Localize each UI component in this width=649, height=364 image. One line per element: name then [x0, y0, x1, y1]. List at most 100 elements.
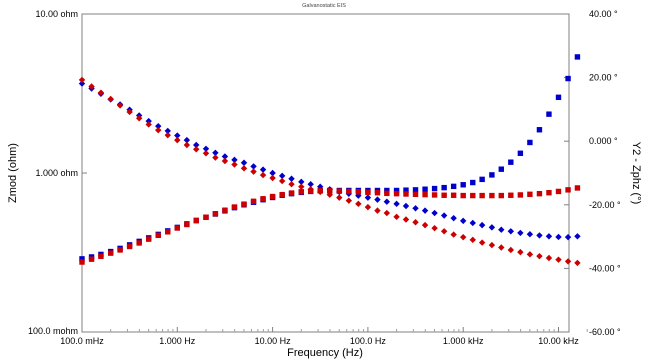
zmod-point: [336, 194, 343, 201]
phase-point: [222, 207, 228, 213]
zmod-point: [183, 136, 191, 144]
zmod-point: [78, 80, 86, 87]
zmod-point: [402, 216, 410, 223]
zmod-point: [307, 181, 314, 188]
zmod-point: [517, 229, 524, 237]
x-tick-label: 10.00 Hz: [255, 336, 292, 346]
phase-point: [431, 192, 438, 198]
phase-point: [450, 183, 457, 190]
zmod-point: [545, 254, 553, 262]
phase-point: [288, 190, 295, 196]
zmod-point: [383, 209, 391, 217]
phase-point: [460, 192, 466, 199]
zmod-point: [574, 259, 581, 267]
phase-point: [422, 191, 428, 198]
y-right-tick-label: 0.000 °: [589, 136, 618, 146]
phase-point: [250, 198, 257, 205]
phase-point: [517, 192, 524, 198]
zmod-point: [155, 126, 162, 134]
zmod-point: [526, 231, 534, 238]
zmod-point: [488, 224, 496, 231]
x-tick-label: 100.0 Hz: [350, 336, 387, 346]
zmod-point: [88, 83, 95, 90]
phase-point: [441, 192, 447, 198]
phase-point: [393, 187, 400, 194]
phase-point: [574, 54, 581, 60]
phase-point: [355, 189, 362, 195]
zmod-point: [450, 231, 457, 238]
x-tick-label: 1.000 kHz: [443, 336, 484, 346]
zmod-point: [355, 200, 362, 208]
phase-point: [565, 75, 571, 82]
zmod-point: [259, 171, 267, 179]
zmod-point: [450, 214, 457, 222]
phase-point: [450, 192, 457, 198]
zmod-point: [298, 178, 305, 186]
phase-point: [241, 201, 247, 207]
zmod-point: [440, 228, 448, 235]
zmod-point: [345, 197, 353, 204]
phase-point: [384, 190, 390, 197]
zmod-point: [364, 194, 372, 201]
zmod-point: [174, 136, 181, 144]
zmod-point: [421, 207, 429, 214]
y-left-tick-label: 100.0 mohm: [28, 326, 78, 336]
y-left-tick-label: 1.000 ohm: [35, 168, 78, 178]
zmod-point: [298, 183, 305, 190]
zmod-point: [517, 248, 524, 256]
phase-point: [393, 190, 400, 197]
zmod-point: [431, 209, 438, 217]
phase-point: [546, 111, 552, 117]
zmod-point: [183, 141, 191, 149]
phase-point: [126, 243, 133, 250]
phase-point: [412, 187, 419, 193]
zmod-point: [259, 166, 267, 173]
zmod-point: [478, 221, 486, 229]
zmod-point: [164, 127, 171, 135]
phase-point: [565, 187, 571, 193]
y-right-tick-label: -60.00 °: [589, 327, 621, 337]
phase-point: [384, 187, 390, 194]
zmod-point: [250, 163, 257, 170]
zmod-point: [383, 198, 391, 205]
phase-point: [203, 214, 209, 220]
phase-point: [574, 185, 581, 191]
zmod-point: [478, 239, 486, 246]
zmod-point: [393, 213, 400, 221]
zmod-point: [126, 108, 133, 116]
phase-point: [136, 240, 142, 246]
phase-point: [307, 188, 314, 194]
phase-point: [193, 218, 199, 224]
phase-point: [460, 182, 466, 188]
phase-point: [555, 188, 562, 195]
zmod-point: [231, 156, 238, 164]
phase-point: [231, 204, 238, 210]
x-tick-label: 100.0 mHz: [60, 336, 104, 346]
zmod-point: [402, 202, 410, 210]
zmod-point: [469, 219, 476, 227]
zmod-point: [564, 233, 572, 241]
zmod-point: [221, 157, 229, 165]
y-left-axis-ticks: 10.00 ohm 1.000 ohm 100.0 mohm: [28, 9, 87, 336]
zmod-point: [526, 251, 534, 258]
phase-point: [431, 185, 438, 192]
zmod-point: [460, 233, 467, 241]
phase-point: [269, 193, 276, 200]
phase-point: [470, 179, 476, 186]
data-points: [78, 54, 581, 267]
phase-point: [79, 256, 85, 262]
phase-point: [88, 256, 95, 262]
phase-point: [336, 188, 342, 194]
zmod-point: [221, 153, 229, 160]
zmod-point: [460, 217, 467, 225]
zmod-point: [440, 212, 448, 219]
phase-point: [470, 192, 476, 199]
zmod-point: [193, 141, 200, 149]
zmod-point: [574, 233, 581, 240]
zmod-point: [555, 256, 562, 263]
phase-point: [117, 247, 123, 253]
phase-point: [98, 253, 104, 260]
zmod-point: [498, 226, 505, 233]
zmod-point: [240, 159, 248, 166]
